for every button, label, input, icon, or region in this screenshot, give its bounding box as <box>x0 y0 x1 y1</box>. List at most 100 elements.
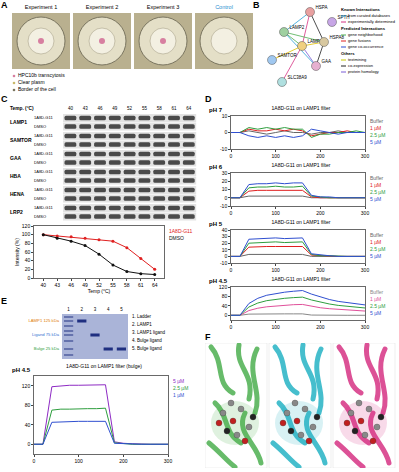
svg-text:GAA: GAA <box>10 155 22 161</box>
svg-text:20: 20 <box>222 240 228 246</box>
svg-text:100: 100 <box>271 267 280 273</box>
svg-text:80: 80 <box>222 293 228 299</box>
svg-text:100: 100 <box>271 153 280 159</box>
svg-text:52: 52 <box>96 282 102 288</box>
svg-text:40: 40 <box>41 282 47 288</box>
svg-text:46: 46 <box>68 282 74 288</box>
svg-text:61: 61 <box>138 282 144 288</box>
svg-text:1A8D-G11: 1A8D-G11 <box>34 115 53 120</box>
svg-text:pH 5: pH 5 <box>209 221 223 227</box>
svg-text:3: 3 <box>94 307 97 312</box>
svg-text:5. Bulge ligand: 5. Bulge ligand <box>132 346 162 351</box>
svg-text:HPC10b transcytosis: HPC10b transcytosis <box>18 72 65 78</box>
svg-text:HENA: HENA <box>10 191 25 197</box>
svg-text:2.5 µM: 2.5 µM <box>173 385 188 391</box>
svg-text:58: 58 <box>124 282 130 288</box>
svg-text:-10: -10 <box>220 203 227 209</box>
svg-text:Predicted Interactions: Predicted Interactions <box>341 26 386 31</box>
svg-text:0: 0 <box>224 253 227 259</box>
svg-text:2.5 µM: 2.5 µM <box>370 132 385 138</box>
svg-text:LAMP2: LAMP2 <box>290 25 305 30</box>
svg-text:10: 10 <box>222 113 228 119</box>
svg-text:4: 4 <box>107 307 110 312</box>
svg-text:DMSO: DMSO <box>169 235 184 241</box>
svg-text:DMSO: DMSO <box>34 124 46 129</box>
svg-text:1A8D-G11: 1A8D-G11 <box>34 169 53 174</box>
svg-text:1A8D-G11: 1A8D-G11 <box>169 228 192 234</box>
svg-text:DMSO: DMSO <box>34 214 46 219</box>
svg-text:HBA: HBA <box>10 173 21 179</box>
svg-text:200: 200 <box>316 153 325 159</box>
svg-text:1. Ladder: 1. Ladder <box>132 314 152 319</box>
svg-text:DMSO: DMSO <box>34 160 46 165</box>
svg-text:80: 80 <box>25 402 31 408</box>
svg-text:64: 64 <box>152 282 158 288</box>
svg-text:100: 100 <box>22 231 31 237</box>
svg-text:120: 120 <box>219 284 228 290</box>
svg-text:200: 200 <box>316 324 325 330</box>
svg-text:SLC38A9: SLC38A9 <box>288 75 308 80</box>
svg-text:protein homology: protein homology <box>348 69 379 74</box>
svg-text:40: 40 <box>222 303 228 309</box>
svg-text:1A8D-G11: 1A8D-G11 <box>34 205 53 210</box>
svg-text:0: 0 <box>230 267 233 273</box>
svg-text:100: 100 <box>271 210 280 216</box>
svg-text:0: 0 <box>27 441 30 447</box>
svg-text:pH 4.5: pH 4.5 <box>209 278 228 284</box>
svg-text:300: 300 <box>361 324 370 330</box>
svg-text:GAA: GAA <box>322 59 332 64</box>
svg-text:SAMTOR: SAMTOR <box>278 53 298 58</box>
svg-text:1 µM: 1 µM <box>370 125 381 131</box>
svg-text:120: 120 <box>22 383 31 389</box>
svg-text:10: 10 <box>222 247 228 253</box>
svg-text:Buffer: Buffer <box>370 232 384 238</box>
svg-text:30: 30 <box>222 233 228 239</box>
svg-text:0: 0 <box>230 153 233 159</box>
svg-text:Clear plasm: Clear plasm <box>18 79 45 85</box>
svg-text:0: 0 <box>230 324 233 330</box>
svg-text:80: 80 <box>25 240 31 246</box>
svg-text:LRP2: LRP2 <box>10 209 23 215</box>
svg-text:1A8D-G11 on LAMP1 filter (bulg: 1A8D-G11 on LAMP1 filter (bulge) <box>66 363 142 369</box>
svg-text:0: 0 <box>224 195 227 201</box>
svg-text:Bulge 25 kDa: Bulge 25 kDa <box>34 346 60 351</box>
svg-text:52: 52 <box>127 106 133 111</box>
svg-text:experimentally determined: experimentally determined <box>348 19 395 24</box>
svg-text:Buffer: Buffer <box>370 118 384 124</box>
svg-text:Intensity (%): Intensity (%) <box>14 238 20 266</box>
svg-text:SAMTOR: SAMTOR <box>10 137 32 143</box>
svg-text:1 µM: 1 µM <box>370 296 381 302</box>
svg-text:46: 46 <box>97 106 103 111</box>
svg-text:60: 60 <box>25 249 31 255</box>
svg-text:0: 0 <box>224 129 227 135</box>
svg-text:10: 10 <box>222 186 228 192</box>
svg-text:100: 100 <box>74 458 83 464</box>
svg-text:1A8D-G11 on LAMP1 filter: 1A8D-G11 on LAMP1 filter <box>272 276 331 282</box>
svg-text:2.5 µM: 2.5 µM <box>370 189 385 195</box>
svg-text:Buffer: Buffer <box>370 289 384 295</box>
svg-text:from curated databases: from curated databases <box>348 13 390 18</box>
svg-text:1 µM: 1 µM <box>370 239 381 245</box>
svg-text:55: 55 <box>142 106 148 111</box>
svg-text:1A8D-G11: 1A8D-G11 <box>34 151 53 156</box>
svg-text:gene co-occurrence: gene co-occurrence <box>348 44 384 49</box>
svg-text:DMSO: DMSO <box>34 196 46 201</box>
svg-text:HSPA8: HSPA8 <box>330 35 345 40</box>
svg-text:HSPA: HSPA <box>316 5 328 10</box>
svg-text:200: 200 <box>316 267 325 273</box>
svg-text:40: 40 <box>68 106 74 111</box>
svg-text:co-expression: co-expression <box>348 63 373 68</box>
svg-text:3. LAMP1 ligand: 3. LAMP1 ligand <box>132 330 166 335</box>
svg-text:1 µM: 1 µM <box>173 392 184 398</box>
svg-text:Control: Control <box>215 4 233 10</box>
svg-text:55: 55 <box>110 282 116 288</box>
svg-text:5 µM: 5 µM <box>173 378 184 384</box>
svg-text:Experiment 3: Experiment 3 <box>147 4 179 10</box>
svg-text:1: 1 <box>67 307 70 312</box>
svg-text:100: 100 <box>271 324 280 330</box>
svg-text:43: 43 <box>83 106 89 111</box>
svg-text:20: 20 <box>25 266 31 272</box>
svg-text:pH 6: pH 6 <box>209 164 223 170</box>
svg-text:40: 40 <box>25 257 31 263</box>
svg-text:Temp (°C): Temp (°C) <box>88 288 111 294</box>
